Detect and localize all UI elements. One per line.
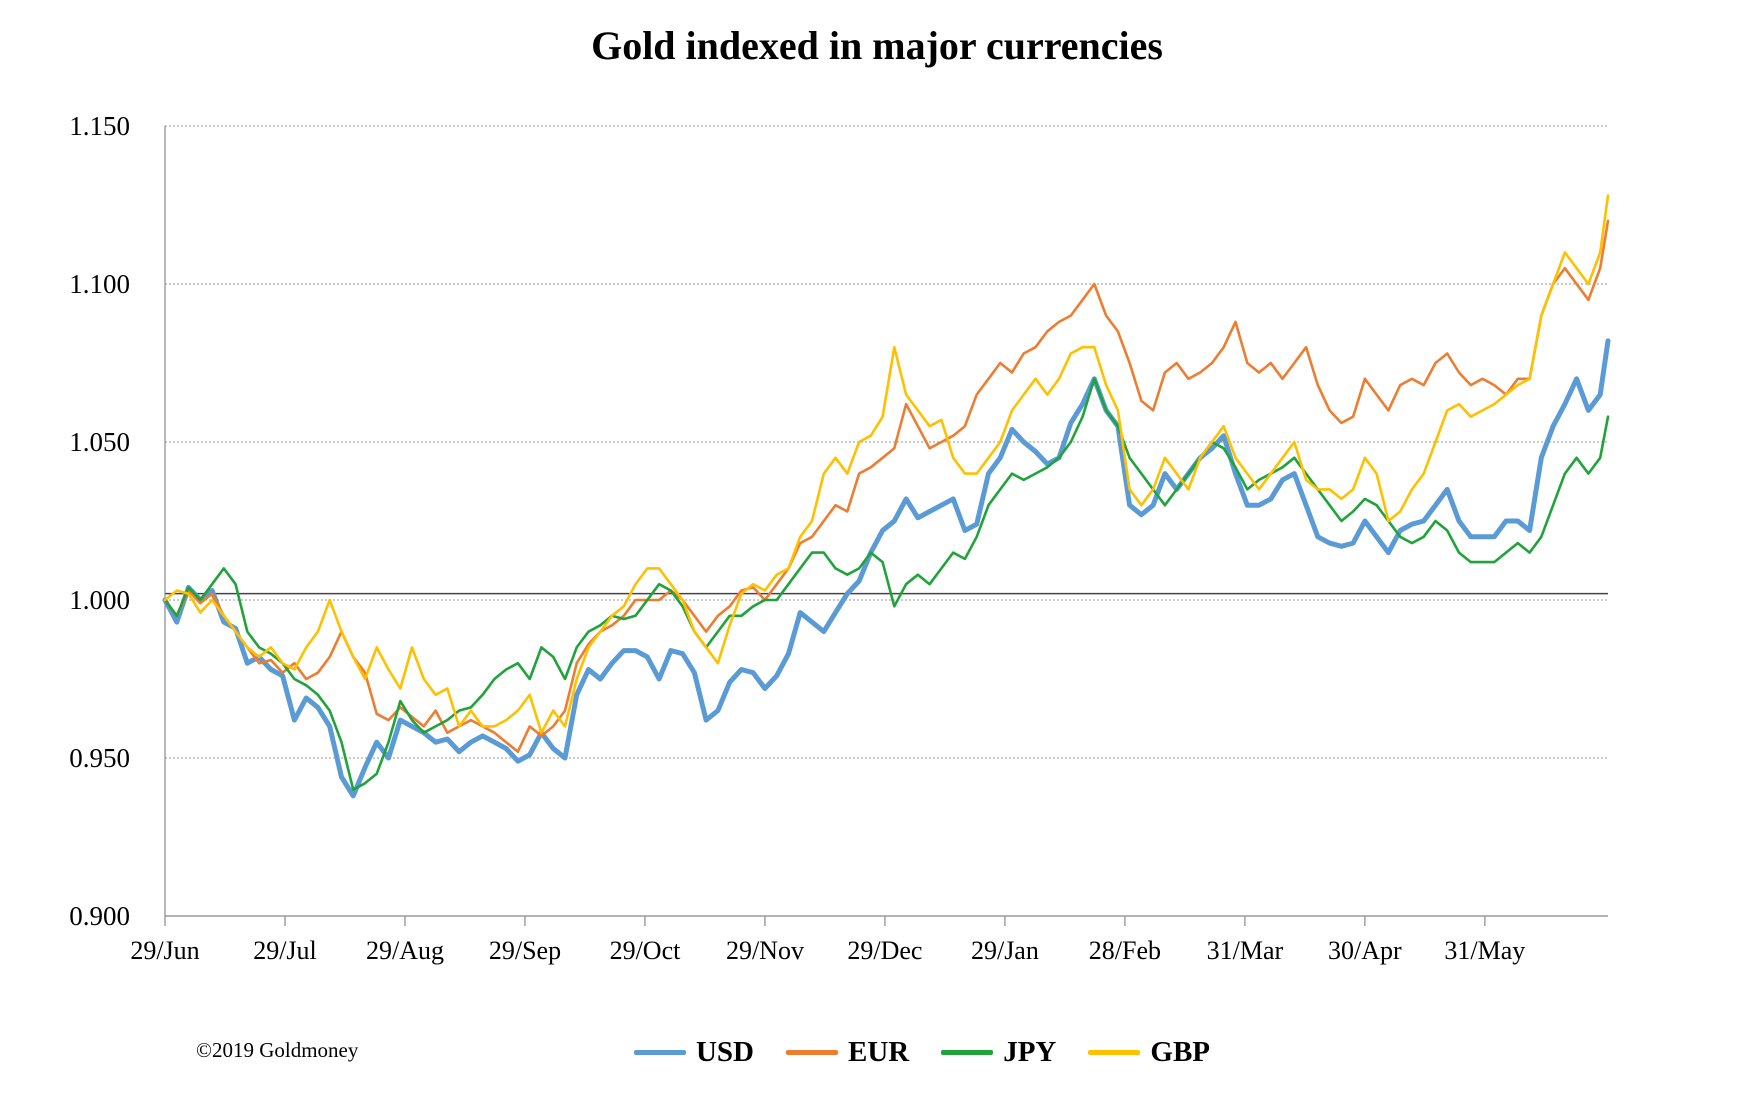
legend-swatch-gbp (1088, 1050, 1141, 1055)
legend-label-jpy: JPY (1003, 1036, 1057, 1068)
axis-layer: 0.900 0.950 1.000 1.050 1.100 1.150 29/Jun 29/J… (69, 111, 1608, 965)
legend-swatch-eur (785, 1050, 838, 1055)
x-tick-label: 29/Oct (610, 936, 682, 965)
series-layer (162, 194, 1611, 799)
grid-layer (165, 125, 1608, 759)
legend-swatch-jpy (941, 1050, 994, 1055)
y-tick-label: 0.950 (69, 743, 130, 773)
y-tick-label: 1.000 (69, 585, 130, 615)
series-line-gbp (163, 194, 1610, 734)
legend-swatch-usd (633, 1050, 686, 1055)
y-tick-label: 0.900 (69, 901, 130, 931)
legend-item-eur: EUR (785, 1036, 910, 1069)
x-tick-label: 29/Jul (253, 936, 317, 965)
legend-label-eur: EUR (847, 1036, 910, 1068)
x-tick-label: 31/May (1444, 936, 1525, 965)
chart-title: Gold indexed in major currencies (591, 23, 1163, 68)
legend-item-jpy: JPY (941, 1036, 1056, 1069)
legend-item-gbp: GBP (1088, 1036, 1210, 1069)
x-tick-label: 29/Dec (847, 936, 922, 965)
legend-label-usd: USD (695, 1036, 754, 1068)
x-tick-label: 29/Aug (366, 936, 444, 965)
y-tick-label: 1.100 (69, 269, 130, 299)
y-tick-label: 1.050 (69, 427, 130, 457)
legend: USD EUR JPY GBP (0, 1036, 1754, 1069)
x-tick-label: 30/Apr (1328, 936, 1402, 965)
x-tick-label: 29/Nov (726, 936, 804, 965)
series-line-usd (162, 338, 1611, 799)
x-tick-label: 29/Jun (130, 936, 199, 965)
x-tick-label: 29/Sep (489, 936, 561, 965)
series-line-eur (163, 219, 1610, 753)
series-line-jpy (163, 377, 1610, 791)
legend-item-usd: USD (633, 1036, 754, 1069)
copyright-text: ©2019 Goldmoney (196, 1038, 359, 1062)
x-tick-label: 29/Jan (971, 936, 1039, 965)
x-tick-label: 31/Mar (1207, 936, 1284, 965)
legend-label-gbp: GBP (1150, 1036, 1211, 1068)
y-tick-label: 1.150 (69, 111, 130, 141)
x-tick-label: 28/Feb (1089, 936, 1161, 965)
